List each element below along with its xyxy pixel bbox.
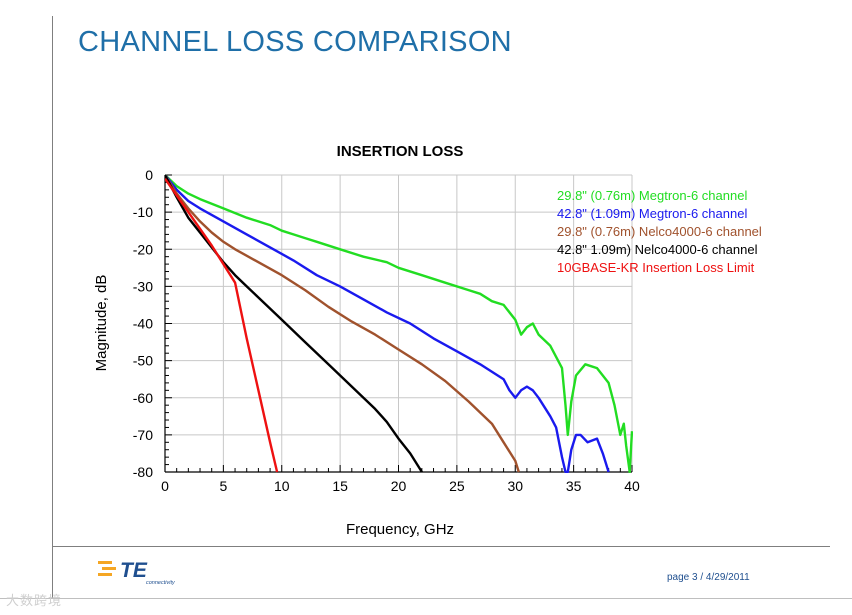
legend-entry: 29.8" (0.76m) Megtron-6 channel: [557, 188, 747, 203]
y-axis-label: Magnitude, dB: [93, 275, 110, 372]
chart-series: [165, 174, 633, 473]
y-tick-label: -20: [133, 241, 153, 257]
legend-entry: 10GBASE-KR Insertion Loss Limit: [557, 260, 755, 275]
x-tick-label: 30: [507, 478, 523, 494]
x-axis-label: Frequency, GHz: [346, 521, 454, 538]
x-tick-label: 35: [566, 478, 582, 494]
y-tick-label: -30: [133, 278, 153, 294]
footer-divider-line: [52, 546, 830, 547]
bottom-divider-line: [0, 598, 852, 599]
chart-legend: 29.8" (0.76m) Megtron-6 channel 42.8" (1.…: [557, 188, 762, 275]
left-divider-line: [52, 16, 53, 598]
series-line: [165, 178, 279, 473]
y-tick-label: -40: [133, 316, 153, 332]
slide-title: CHANNEL LOSS COMPARISON: [78, 26, 512, 58]
logo-text: TE: [120, 559, 148, 580]
x-tick-label: 10: [274, 478, 290, 494]
legend-entry: 42.8" (1.09m) Megtron-6 channel: [557, 206, 747, 221]
series-line: [165, 174, 423, 473]
series-line: [165, 174, 633, 473]
watermark-text: 大数跨境: [6, 594, 63, 609]
y-tick-label: -10: [133, 204, 153, 220]
te-connectivity-logo: TE: [98, 559, 148, 580]
x-tick-label: 20: [391, 478, 407, 494]
x-tick-label: 5: [219, 478, 227, 494]
y-tick-label: -70: [133, 427, 153, 443]
series-line: [165, 174, 520, 473]
logo-subtext: connectivity: [146, 580, 175, 586]
logo-stripe: [98, 573, 112, 576]
legend-entry: 29.8" (0.76m) Nelco4000-6 channel: [557, 224, 762, 239]
chart-axes: 0 5 10 15 20 25 30 35 40 0 -10 -20 -30 -40 -50 -60 -70 -8…: [133, 167, 640, 494]
series-line: [165, 174, 610, 473]
page-number-date: page 3 / 4/29/2011: [667, 572, 750, 583]
x-tick-label: 25: [449, 478, 465, 494]
legend-entry: 42.8" 1.09m) Nelco4000-6 channel: [557, 242, 758, 257]
y-tick-label: -80: [133, 464, 153, 480]
logo-stripe: [98, 561, 112, 564]
logo-stripe: [102, 567, 116, 570]
y-tick-label: -60: [133, 390, 153, 406]
x-tick-label: 0: [161, 478, 169, 494]
y-tick-label: -50: [133, 353, 153, 369]
x-tick-label: 40: [624, 478, 640, 494]
chart-title: INSERTION LOSS: [337, 143, 464, 160]
y-tick-label: 0: [145, 167, 153, 183]
x-tick-label: 15: [332, 478, 348, 494]
